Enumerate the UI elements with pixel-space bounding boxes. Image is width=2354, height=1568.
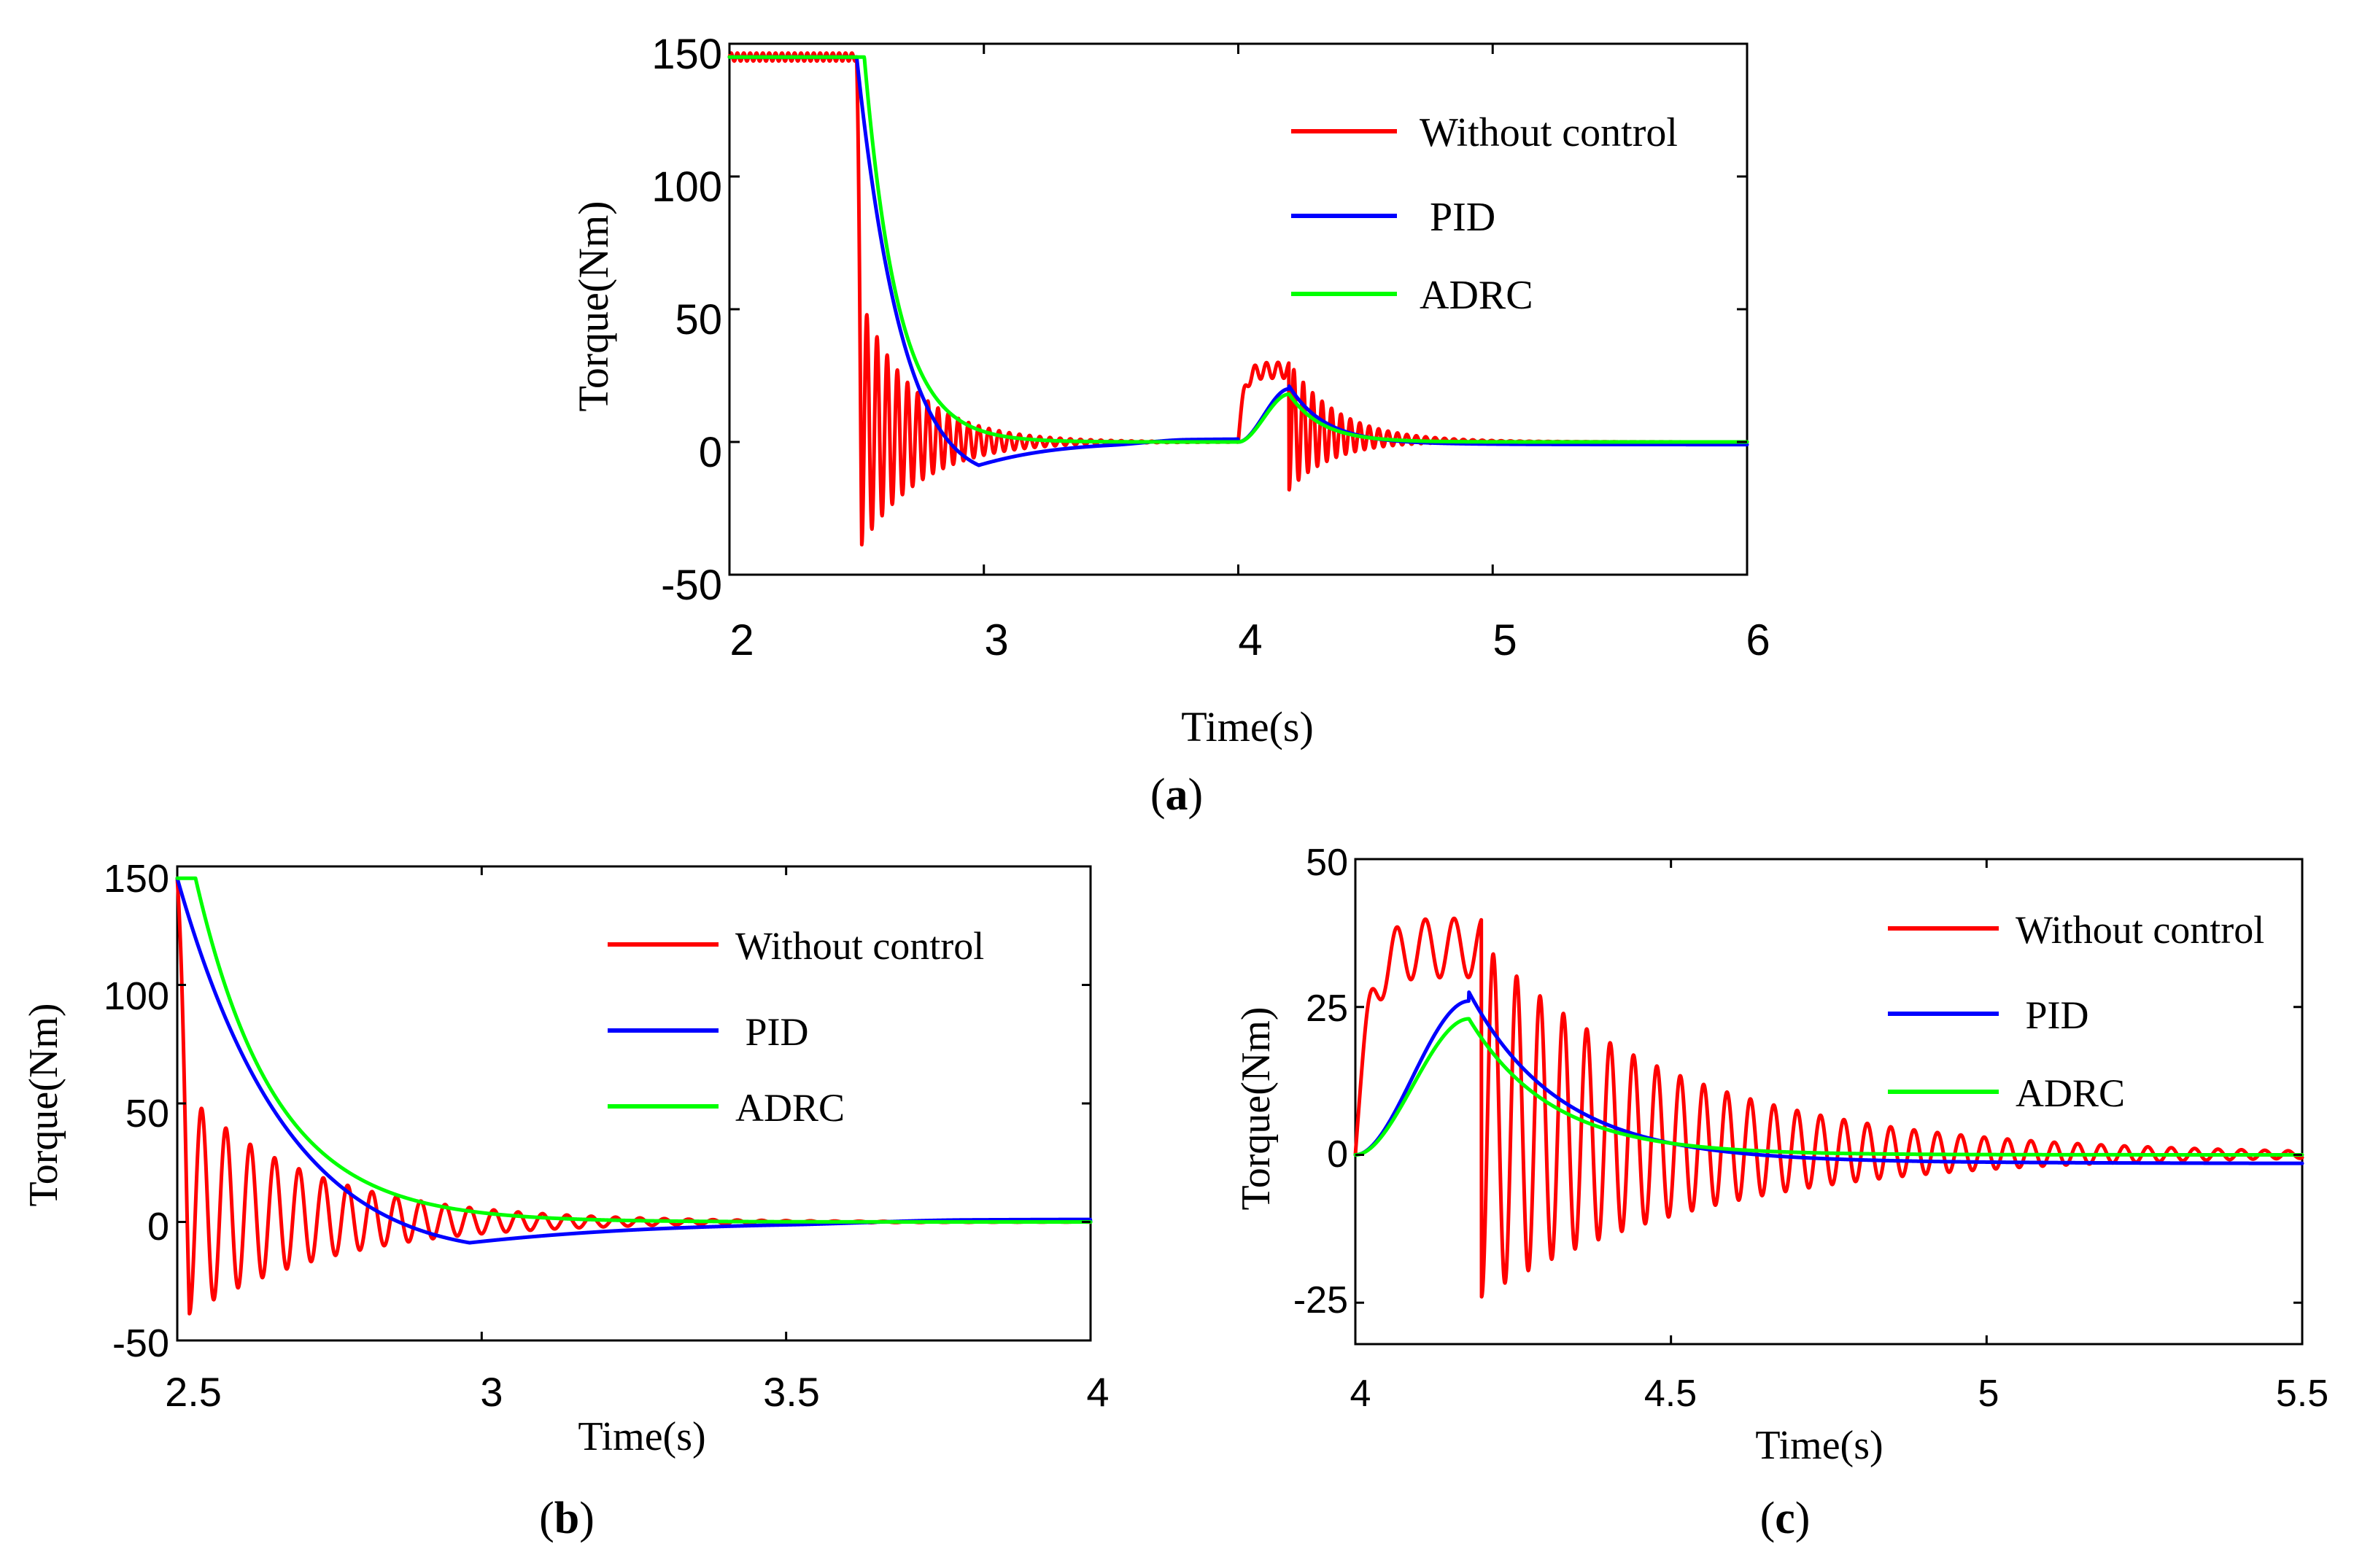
panel-a-series-adrc xyxy=(727,55,1749,444)
panel-b-xlabel: Time(s) xyxy=(578,1414,705,1459)
panel-c-xtick-label: 5 xyxy=(1978,1373,1999,1415)
panel-c-xtick-label: 4.5 xyxy=(1644,1373,1697,1415)
panel-c-series-adrc xyxy=(1353,1017,2304,1157)
panel-c-xtick-label: 4 xyxy=(1350,1373,1371,1415)
panel-b-legend-pid: PID xyxy=(735,1010,809,1054)
panel-a-xtick-label: 6 xyxy=(1746,616,1770,664)
panel-b-ytick-label: 0 xyxy=(147,1205,169,1249)
panel-b-caption-letter: b xyxy=(554,1494,579,1543)
panel-c-legend-pid: PID xyxy=(2016,993,2089,1037)
panel-b-legend-adrc: ADRC xyxy=(735,1086,845,1130)
panel-a-legend-adrc: ADRC xyxy=(1420,273,1533,318)
panel-c-xtick-label: 5.5 xyxy=(2276,1373,2328,1415)
panel-a-xtick-label: 4 xyxy=(1238,616,1262,664)
panel-b-ytick-label: 50 xyxy=(125,1092,169,1136)
panel-c-caption-letter: c xyxy=(1775,1494,1795,1543)
panel-a-xlabel: Time(s) xyxy=(1181,703,1314,750)
panel-c-ytick-label: 50 xyxy=(1306,842,1348,884)
panel-a-ytick-label: 100 xyxy=(651,163,722,211)
panel-a-legend-without-control: Without control xyxy=(1420,110,1678,155)
panel-c-legend-adrc: ADRC xyxy=(2016,1071,2125,1115)
panel-a-ytick-label: 0 xyxy=(699,429,722,476)
panel-b-ylabel: Torque(Nm) xyxy=(21,1003,66,1206)
panel-a-caption: (a) xyxy=(1150,770,1203,820)
panel-b-plot-area xyxy=(175,876,1093,1316)
panel-b-xtick-label: 2.5 xyxy=(165,1369,222,1415)
panel-b-caption: (b) xyxy=(539,1494,595,1543)
panel-c-ytick-label: 25 xyxy=(1306,987,1348,1030)
panel-b: 150 100 50 0 -50 2.5 3 3.5 4 Time(s) Tor… xyxy=(21,857,1110,1543)
panel-b-xtick-label: 3 xyxy=(480,1369,503,1415)
panel-a-plot-area xyxy=(727,51,1749,547)
panel-a-ytick-label: 50 xyxy=(675,296,722,344)
panel-b-series-adrc xyxy=(175,876,1093,1224)
panel-b-ticks xyxy=(176,865,1092,1342)
panel-b-legend-without-control: Without control xyxy=(735,924,984,968)
panel-c-axes-frame xyxy=(1354,858,2304,1346)
panel-a-ytick-label: -50 xyxy=(661,562,722,609)
panel-c-ticks xyxy=(1354,858,2304,1344)
panel-a-ticks xyxy=(728,42,1749,576)
panel-c-series-without-control xyxy=(1353,916,2304,1299)
panel-b-ytick-label: 100 xyxy=(104,974,169,1018)
panel-c: 50 25 0 -25 4 4.5 5 5.5 Time(s) Torque(N… xyxy=(1234,842,2328,1543)
panel-c-ytick-label: 0 xyxy=(1327,1133,1348,1176)
panel-c-ytick-label: -25 xyxy=(1293,1279,1348,1321)
panel-c-caption: (c) xyxy=(1760,1494,1811,1543)
panel-a-ytick-label: 150 xyxy=(651,31,722,78)
panel-a-legend-pid: PID xyxy=(1420,195,1495,240)
panel-a-xtick-label: 5 xyxy=(1492,616,1517,664)
panel-c-plot-area xyxy=(1353,916,2304,1299)
panel-c-legend-without-control: Without control xyxy=(2016,908,2264,952)
panel-c-series-pid xyxy=(1353,990,2304,1165)
panel-a-xtick-label: 3 xyxy=(984,616,1008,664)
panel-b-xtick-label: 3.5 xyxy=(763,1369,820,1415)
panel-b-ytick-label: -50 xyxy=(112,1321,169,1365)
panel-a-xtick-label: 2 xyxy=(729,616,754,664)
panel-a-ylabel: Torque(Nm) xyxy=(570,201,617,411)
panel-c-xlabel: Time(s) xyxy=(1755,1423,1883,1468)
panel-b-xtick-label: 4 xyxy=(1086,1369,1109,1415)
panel-a: 150 100 50 0 -50 2 3 4 5 6 Time(s) Torqu… xyxy=(570,31,1770,820)
panel-a-caption-letter: a xyxy=(1166,770,1188,820)
panel-b-ytick-label: 150 xyxy=(104,857,169,901)
panel-c-ylabel: Torque(Nm) xyxy=(1234,1006,1279,1210)
